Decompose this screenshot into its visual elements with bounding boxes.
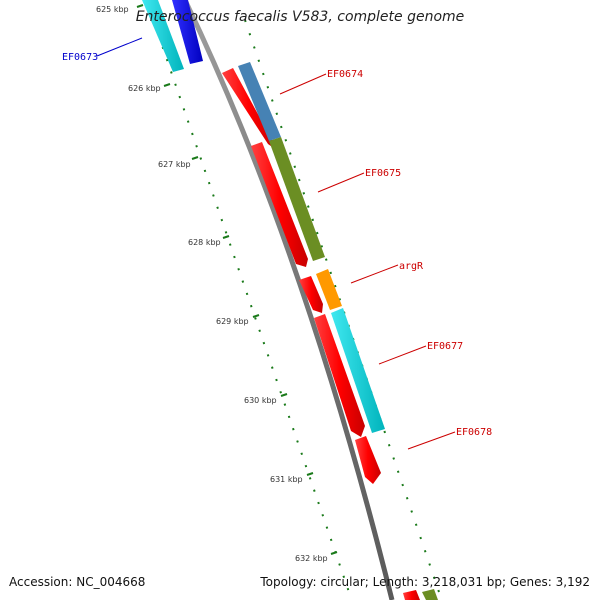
feature-cyan-top[interactable]	[142, 0, 184, 72]
feature-olive[interactable]	[269, 137, 325, 261]
scale-label: 625 kbp	[96, 5, 129, 14]
gene-label-EF0675[interactable]: EF0675	[365, 168, 401, 179]
scale-label: 631 kbp	[270, 475, 303, 484]
feature-blue-top[interactable]	[172, 0, 203, 64]
scale-ticks	[136, 4, 338, 555]
gene-EF0674-arrow[interactable]	[222, 68, 275, 149]
map-title: Enterococcus faecalis V583, complete gen…	[135, 9, 465, 25]
scale-label: 629 kbp	[216, 317, 249, 326]
gene-EF0678-arrow[interactable]	[355, 436, 381, 484]
gene-label-EF0678[interactable]: EF0678	[456, 427, 492, 438]
label-leaders	[96, 37, 456, 450]
scale-label: 632 kbp	[295, 554, 328, 563]
feature-orange[interactable]	[316, 269, 342, 310]
feature-olive-bottom[interactable]	[422, 589, 438, 600]
feature-red-bottom[interactable]	[403, 590, 420, 600]
feature-steelblue[interactable]	[238, 62, 281, 141]
scale-label: 627 kbp	[158, 160, 191, 169]
gene-EF0677-arrow[interactable]	[314, 314, 365, 437]
scale-label: 626 kbp	[128, 84, 161, 93]
genome-backbone	[182, 0, 395, 600]
feature-cyan[interactable]	[331, 308, 385, 433]
gene-label-EF0677[interactable]: EF0677	[427, 341, 463, 352]
scale-labels: 625 kbp 626 kbp 627 kbp 628 kbp 629 kbp …	[96, 5, 328, 563]
gc-track-right	[244, 19, 441, 596]
gene-label-argR[interactable]: argR	[399, 261, 424, 272]
accession-info: Accession: NC_004668	[9, 575, 146, 589]
topology-info: Topology: circular; Length: 3,218,031 bp…	[260, 575, 590, 589]
gene-labels: EF0673 EF0674 EF0675 argR EF0677 EF0678	[62, 52, 492, 438]
gene-EF0675-arrow[interactable]	[251, 142, 308, 267]
gene-label-EF0673[interactable]: EF0673	[62, 52, 98, 63]
scale-label: 630 kbp	[244, 396, 277, 405]
scale-label: 628 kbp	[188, 238, 221, 247]
gene-argR-arrow[interactable]	[299, 276, 323, 313]
gene-label-EF0674[interactable]: EF0674	[327, 69, 363, 80]
